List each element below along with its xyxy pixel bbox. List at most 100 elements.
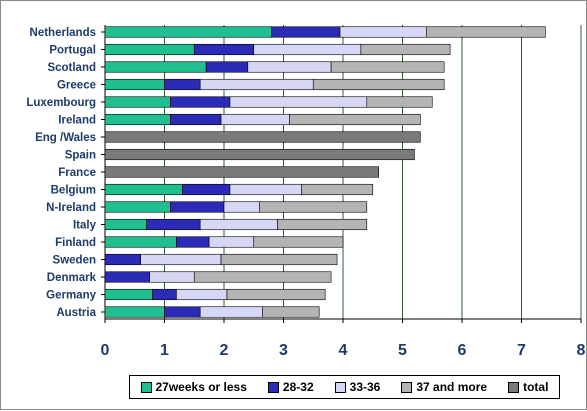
legend-item: total — [508, 380, 548, 394]
bar-segment-27weeks-or-less — [104, 183, 183, 196]
bar-segment-27weeks-or-less — [104, 43, 195, 56]
legend-label: 27weeks or less — [155, 380, 247, 394]
category-label: Netherlands — [30, 27, 96, 39]
legend-swatch — [140, 381, 152, 393]
legend-swatch — [267, 381, 279, 393]
category-label: Italy — [73, 220, 97, 232]
bar-segment-37-and-more — [277, 218, 368, 231]
bar-segment-27weeks-or-less — [104, 96, 171, 108]
legend-item: 37 and more — [401, 380, 487, 394]
bar-segment-37-and-more — [301, 183, 374, 196]
category-label: France — [58, 167, 96, 179]
legend-item: 27weeks or less — [140, 380, 247, 394]
legend-item: 33-36 — [334, 380, 381, 394]
bar-segment-28-32 — [182, 183, 231, 196]
x-tick-label: 0 — [101, 342, 110, 359]
legend-swatch — [401, 381, 413, 393]
bar-segment-37-and-more — [330, 61, 445, 73]
bar-segment-37-and-more — [289, 113, 421, 126]
bar-segment-33-36 — [199, 218, 278, 231]
x-tick-label: 5 — [398, 342, 407, 359]
bar-segment-33-36 — [339, 26, 427, 38]
bar-segment-33-36 — [176, 288, 228, 301]
bar-segment-37-and-more — [259, 201, 368, 213]
x-tick-label: 7 — [517, 342, 526, 359]
bar-segment-33-36 — [149, 271, 195, 283]
bar-segment-28-32 — [170, 201, 225, 213]
bar-segment-28-32 — [164, 78, 201, 91]
bar-segment-37-and-more — [226, 288, 326, 301]
bar-segment-27weeks-or-less — [104, 113, 171, 126]
bar-segment-27weeks-or-less — [104, 236, 177, 248]
bar-segment-28-32 — [164, 306, 201, 318]
legend-swatch — [334, 381, 346, 393]
x-tick-label: 2 — [220, 342, 229, 359]
category-label: Portugal — [49, 45, 96, 57]
legend: 27weeks or less 28-32 33-36 37 and more tota… — [129, 375, 560, 399]
bar-segment-27weeks-or-less — [104, 78, 165, 91]
legend-item: 28-32 — [267, 380, 314, 394]
bar-segment-28-32 — [104, 271, 150, 283]
bar-segment-27weeks-or-less — [104, 26, 272, 38]
bar-segment-37-and-more — [262, 306, 320, 318]
bar-segment-28-32 — [205, 61, 249, 73]
category-label: Greece — [57, 80, 96, 92]
bar-segment-28-32 — [193, 43, 255, 56]
legend-label: 33-36 — [349, 380, 381, 394]
bar-segment-total — [104, 148, 415, 161]
bar-segment-28-32 — [176, 236, 210, 248]
x-tick-label: 3 — [279, 342, 288, 359]
category-label: Belgium — [51, 185, 96, 197]
x-tick-label: 8 — [577, 342, 586, 359]
bar-segment-37-and-more — [366, 96, 433, 108]
category-label: Scotland — [47, 62, 96, 74]
bar-segment-37-and-more — [360, 43, 451, 56]
bar-segment-37-and-more — [220, 253, 338, 266]
bar-segment-27weeks-or-less — [104, 201, 171, 213]
bar-segment-33-36 — [208, 236, 255, 248]
category-label: Finland — [55, 237, 96, 249]
bar-segment-37-and-more — [253, 236, 344, 248]
bar-segment-28-32 — [104, 253, 142, 266]
legend-label: 37 and more — [416, 380, 488, 394]
bar-segment-33-36 — [199, 78, 314, 91]
category-label: Luxembourg — [26, 97, 96, 109]
bar-segment-33-36 — [220, 113, 290, 126]
legend-label: total — [523, 380, 549, 394]
bar-segment-33-36 — [140, 253, 222, 266]
bar-segment-33-36 — [253, 43, 362, 56]
bar-segment-27weeks-or-less — [104, 61, 207, 73]
category-label: N-Ireland — [46, 202, 96, 214]
x-tick-label: 1 — [160, 342, 169, 359]
bar-segment-33-36 — [223, 201, 261, 213]
category-label: Ireland — [58, 115, 96, 127]
category-label: Germany — [46, 290, 96, 302]
bar-segment-33-36 — [229, 96, 368, 108]
x-tick-label: 4 — [339, 342, 348, 359]
bar-segment-28-32 — [170, 113, 222, 126]
bar-segment-28-32 — [152, 288, 177, 301]
category-label: Eng /Wales — [35, 132, 96, 144]
bar-segment-28-32 — [170, 96, 231, 108]
bar-segment-27weeks-or-less — [104, 218, 147, 231]
legend-label: 28-32 — [282, 380, 314, 394]
bar-segment-37-and-more — [312, 78, 445, 91]
legend-swatch — [508, 381, 520, 393]
bar-segment-28-32 — [271, 26, 341, 38]
bar-segment-37-and-more — [193, 271, 332, 283]
bar-segment-33-36 — [199, 306, 263, 318]
bar-segment-28-32 — [146, 218, 201, 231]
category-label: Sweden — [53, 255, 96, 267]
bar-segment-37-and-more — [425, 26, 546, 38]
bar-segment-27weeks-or-less — [104, 288, 153, 301]
category-label: Austria — [56, 307, 96, 319]
bar-segment-33-36 — [247, 61, 332, 73]
bar-segment-total — [104, 166, 380, 178]
bar-segment-33-36 — [229, 183, 302, 196]
bar-segment-total — [104, 131, 421, 143]
x-tick-label: 6 — [458, 342, 467, 359]
category-label: Spain — [65, 150, 96, 162]
category-label: Denmark — [47, 272, 97, 284]
